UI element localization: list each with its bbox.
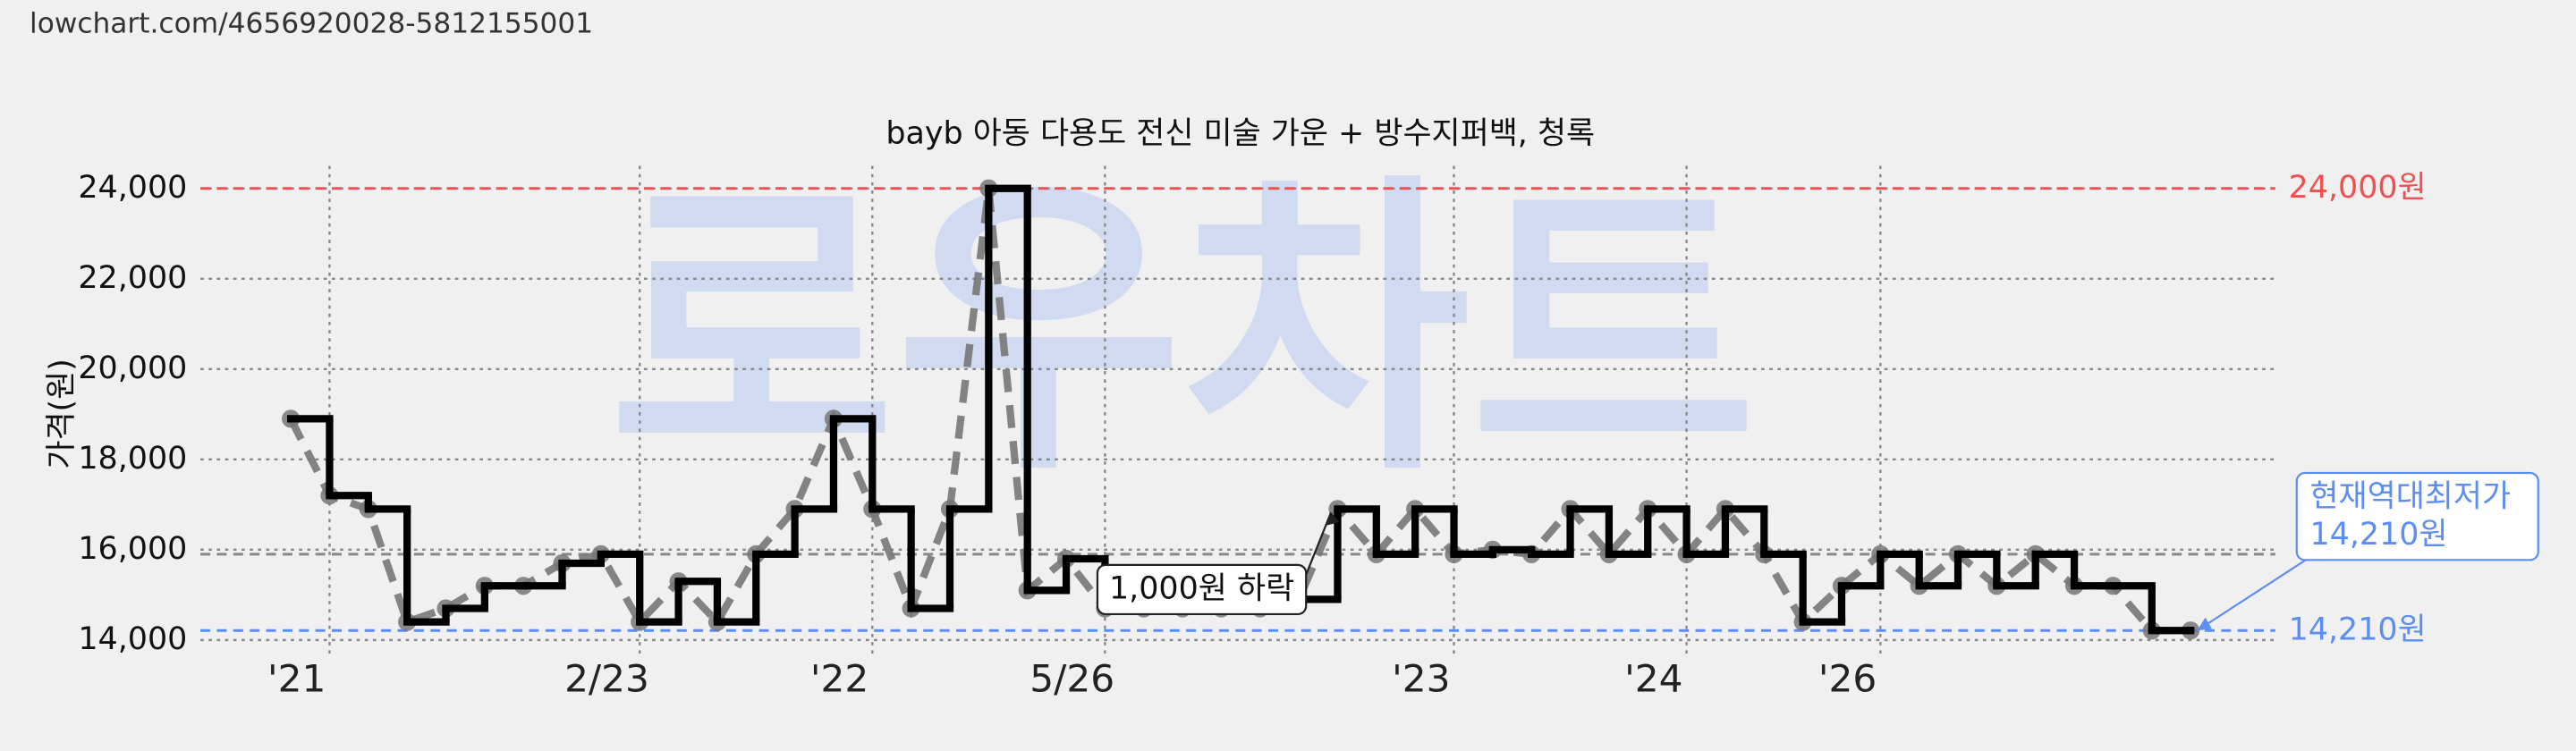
annotation-text: 14,210원 bbox=[2309, 517, 2447, 553]
y-tick-label: 24,000 bbox=[78, 170, 187, 206]
reference-label: 14,210원 bbox=[2289, 612, 2427, 647]
annotation-text: 현재역대최저가 bbox=[2309, 479, 2511, 515]
x-tick-label: 5/26 bbox=[1030, 657, 1114, 701]
reference-label: 24,000원 bbox=[2289, 170, 2427, 206]
x-tick-label: '21 bbox=[267, 657, 326, 701]
arrow-head bbox=[2197, 617, 2212, 631]
y-axis-label: 가격(원) bbox=[44, 359, 80, 468]
y-tick-label: 16,000 bbox=[78, 531, 187, 567]
x-tick-label: '22 bbox=[810, 657, 869, 701]
x-tick-label: '24 bbox=[1624, 657, 1682, 701]
y-tick-label: 18,000 bbox=[78, 441, 187, 477]
x-tick-label: '26 bbox=[1818, 657, 1877, 701]
x-tick-label: 2/23 bbox=[564, 657, 649, 701]
chart-title: bayb 아동 다용도 전신 미술 가운 + 방수지퍼백, 청록 bbox=[886, 116, 1595, 152]
watermark: 로우차트 bbox=[608, 149, 1757, 512]
arrow-head bbox=[1326, 512, 1340, 526]
y-tick-label: 22,000 bbox=[78, 260, 187, 296]
y-tick-label: 20,000 bbox=[78, 350, 187, 386]
annotation-arrow bbox=[1305, 511, 1333, 576]
annotation-box bbox=[2295, 471, 2539, 561]
annotation-text: 1,000원 하락 bbox=[1109, 570, 1294, 606]
annotation-box bbox=[1096, 563, 1308, 616]
url: lowchart.com/4656920028-5812155001 bbox=[30, 8, 593, 40]
y-tick-label: 14,000 bbox=[78, 621, 187, 657]
annotation-arrow bbox=[2196, 557, 2309, 632]
x-tick-label: '23 bbox=[1392, 657, 1450, 701]
